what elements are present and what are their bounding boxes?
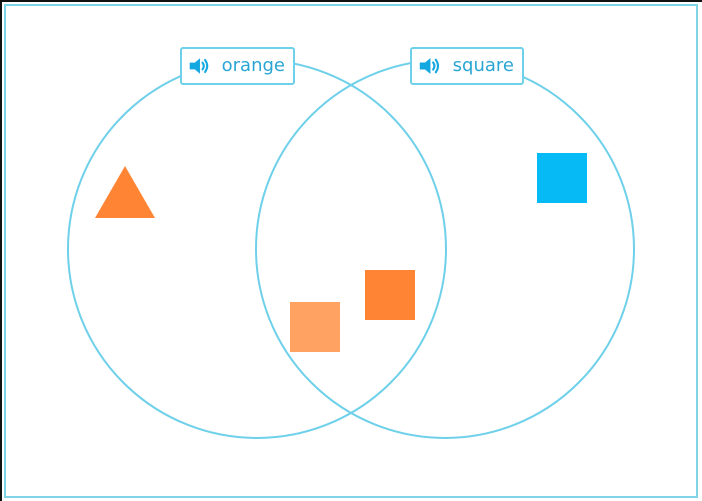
orange-label-text: orange (221, 55, 285, 76)
frame-left-edge (0, 0, 2, 501)
frame-top-edge (0, 0, 702, 2)
square-label-button[interactable]: square (410, 47, 524, 85)
blue-square[interactable] (537, 153, 587, 203)
orange-label-button[interactable]: orange (180, 47, 295, 85)
workspace-border (4, 4, 698, 498)
speaker-icon (419, 57, 440, 75)
speaker-icon (189, 58, 209, 74)
orange-square[interactable] (365, 270, 415, 320)
orange-triangle[interactable] (95, 166, 155, 218)
square-label-text: square (452, 55, 514, 76)
light-orange-square[interactable] (290, 302, 340, 352)
